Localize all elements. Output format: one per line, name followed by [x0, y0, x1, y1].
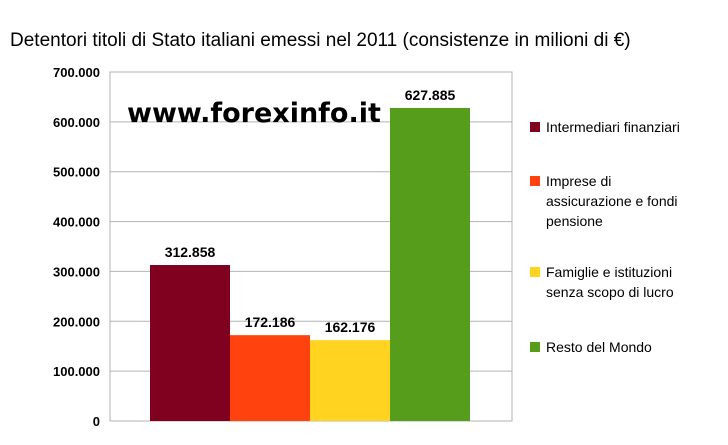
y-tick-label: 100.000: [53, 364, 100, 379]
bar: [230, 335, 310, 421]
y-tick-label: 0: [93, 414, 100, 429]
chart-title: Detentori titoli di Stato italiani emess…: [10, 30, 631, 51]
data-label: 312.858: [165, 244, 216, 260]
legend-entry: Famiglie e istituzioni: [546, 264, 672, 280]
y-tick-label: 400.000: [53, 215, 100, 230]
y-tick-label: 500.000: [53, 165, 100, 180]
bar: [310, 340, 390, 421]
data-label: 627.885: [405, 87, 456, 103]
y-tick-label: 300.000: [53, 264, 100, 279]
legend-swatch: [530, 122, 540, 132]
bar: [150, 265, 230, 421]
data-label: 172.186: [245, 314, 296, 330]
legend-entry: pensione: [546, 213, 603, 229]
legend: Intermediari finanziari Imprese di assicur…: [530, 119, 680, 355]
legend-entry: Intermediari finanziari: [546, 119, 680, 135]
y-tick-label: 200.000: [53, 314, 100, 329]
y-tick-label: 700.000: [53, 65, 100, 80]
data-label: 162.176: [325, 319, 376, 335]
bar: [390, 107, 470, 422]
legend-swatch: [530, 342, 540, 352]
legend-swatch: [530, 176, 540, 186]
legend-swatch: [530, 267, 540, 277]
y-tick-label: 600.000: [53, 115, 100, 130]
bars: [150, 107, 470, 422]
y-axis: 0 100.000 200.000 300.000 400.000 500.000 600.…: [53, 65, 100, 429]
legend-entry: assicurazione e fondi: [546, 193, 678, 209]
legend-entry: Imprese di: [546, 173, 611, 189]
data-labels: 312.858 172.186 162.176 627.885: [165, 87, 456, 335]
watermark: www.forexinfo.it: [127, 98, 381, 129]
legend-entry: Resto del Mondo: [546, 339, 652, 355]
legend-entry: senza scopo di lucro: [546, 284, 674, 300]
